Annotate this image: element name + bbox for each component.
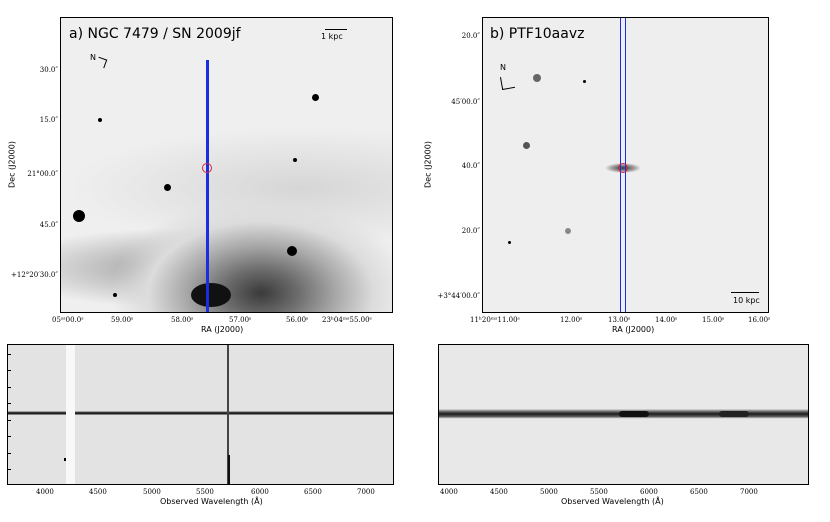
dark-pixel — [64, 458, 66, 461]
north-arrow-icon — [95, 56, 108, 69]
star — [287, 246, 297, 256]
y-tick-label: 20.0″ — [461, 227, 480, 235]
north-label: N — [90, 53, 96, 62]
y-axis-label: Dec (J2000) — [423, 141, 433, 188]
star — [293, 158, 297, 162]
y-tick-label: +12°20′30.0″ — [11, 271, 58, 279]
x-tick-label: 4000 — [440, 488, 458, 496]
panel-b-title: b) PTF10aavz — [490, 26, 585, 42]
x-tick-label: 16.00ˢ — [748, 316, 771, 324]
x-tick-label: 57.00ˢ — [229, 316, 252, 324]
bright-emission-knot — [619, 411, 649, 417]
y-tick-mark — [8, 387, 11, 388]
spectrum-a-image — [7, 344, 394, 485]
x-tick-label: 59.00ˢ — [111, 316, 134, 324]
x-tick-label: 5000 — [143, 488, 161, 496]
x-tick-label: 5000 — [540, 488, 558, 496]
y-tick-mark — [8, 469, 11, 470]
star — [565, 228, 571, 234]
star — [523, 142, 530, 149]
x-tick-label: 5500 — [196, 488, 214, 496]
x-tick-label: 05ˢˢ00.0ˢ — [52, 316, 84, 324]
y-tick-label: 45.0″ — [39, 221, 58, 229]
scale-bar-label: 10 kpc — [733, 296, 760, 305]
galaxy-nucleus — [191, 283, 231, 307]
y-tick-label: 15.0″ — [39, 116, 58, 124]
x-tick-label: 6000 — [251, 488, 269, 496]
star — [312, 94, 319, 101]
x-tick-label: 23ʰ04ᵐˢ55.00ˢ — [322, 316, 372, 324]
x-tick-label: 6500 — [304, 488, 322, 496]
scale-bar-label: 1 kpc — [321, 32, 343, 41]
star — [113, 293, 117, 297]
y-tick-label: +3°44′00.0″ — [437, 292, 480, 300]
star — [164, 184, 171, 191]
x-tick-label: 5500 — [590, 488, 608, 496]
y-tick-mark — [8, 354, 11, 355]
y-tick-mark — [8, 453, 11, 454]
detector-gap — [66, 345, 75, 484]
scale-bar — [325, 29, 347, 30]
x-tick-label: 6500 — [690, 488, 708, 496]
north-arrow-icon — [499, 74, 516, 91]
bright-emission-knot — [719, 411, 749, 417]
y-tick-mark — [8, 370, 11, 371]
y-tick-label: 21°00.0″ — [27, 170, 58, 178]
star — [508, 241, 511, 244]
y-tick-mark — [8, 403, 11, 404]
sky-line — [227, 345, 229, 484]
x-tick-label: 4500 — [89, 488, 107, 496]
panel-b-image: 10 kpc N — [482, 17, 769, 313]
x-tick-label: 56.00ˢ — [286, 316, 309, 324]
slit-marker — [206, 60, 209, 312]
y-tick-mark — [8, 436, 11, 437]
y-tick-label: 45′00.0″ — [451, 98, 480, 106]
y-tick-label: 40.0″ — [461, 162, 480, 170]
x-tick-label: 14.00ˢ — [655, 316, 678, 324]
x-tick-label: 13.00ˢ — [608, 316, 631, 324]
spectrum-b-image — [438, 344, 809, 485]
x-tick-label: 58.00ˢ — [171, 316, 194, 324]
sn-position-circle — [618, 163, 628, 173]
sky-line-lower — [228, 455, 230, 484]
x-axis-label: RA (J2000) — [612, 325, 655, 334]
star — [98, 118, 102, 122]
x-tick-label: 4500 — [490, 488, 508, 496]
x-tick-label: 11ʰ20ᵐˢ11.00ˢ — [470, 316, 520, 324]
x-axis-label: Observed Wavelength (Å) — [561, 497, 664, 506]
x-axis-label: RA (J2000) — [201, 325, 244, 334]
star — [583, 80, 586, 83]
x-tick-label: 15.00ˢ — [702, 316, 725, 324]
panel-a-title: a) NGC 7479 / SN 2009jf — [69, 26, 241, 42]
scale-bar — [731, 292, 759, 293]
star — [533, 74, 541, 82]
y-tick-mark — [8, 420, 11, 421]
x-axis-label: Observed Wavelength (Å) — [160, 497, 263, 506]
x-tick-label: 7000 — [357, 488, 375, 496]
x-tick-label: 7000 — [740, 488, 758, 496]
y-tick-label: 30.0″ — [39, 66, 58, 74]
x-tick-label: 6000 — [640, 488, 658, 496]
x-tick-label: 12.00ˢ — [560, 316, 583, 324]
y-axis-label: Dec (J2000) — [7, 141, 17, 188]
x-tick-label: 4000 — [36, 488, 54, 496]
sn-position-circle — [202, 163, 212, 173]
star — [73, 210, 85, 222]
panel-a-image: 1 kpc N — [60, 17, 393, 313]
north-label: N — [500, 63, 506, 72]
y-tick-label: 20.0″ — [461, 32, 480, 40]
